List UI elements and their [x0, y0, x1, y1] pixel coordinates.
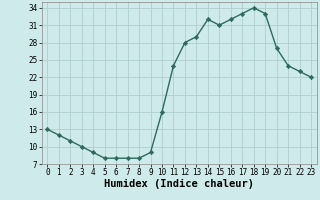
X-axis label: Humidex (Indice chaleur): Humidex (Indice chaleur)	[104, 179, 254, 189]
